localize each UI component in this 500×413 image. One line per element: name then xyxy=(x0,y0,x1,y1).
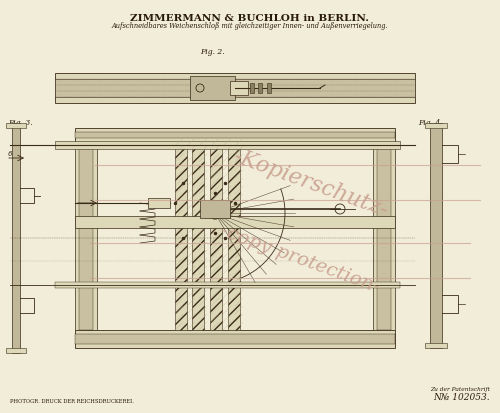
Text: Zu der Patentschrift: Zu der Patentschrift xyxy=(430,386,490,391)
Text: Fig. 4.: Fig. 4. xyxy=(418,119,442,127)
Bar xyxy=(190,77,235,101)
Bar xyxy=(175,144,187,330)
Text: ZIMMERMANN & BUCHLOH in BERLIN.: ZIMMERMANN & BUCHLOH in BERLIN. xyxy=(130,14,370,23)
Bar xyxy=(79,144,93,330)
Text: 6: 6 xyxy=(8,151,12,157)
Bar xyxy=(55,282,400,288)
Text: Aufschneidbares Weichenschloß mit gleichzeitiger Innen- und Außenverriegelung.: Aufschneidbares Weichenschloß mit gleich… xyxy=(112,22,388,30)
Bar xyxy=(210,144,222,330)
Bar xyxy=(430,124,442,348)
Text: Fig. 2.: Fig. 2. xyxy=(200,48,224,56)
Text: Fig. 3.: Fig. 3. xyxy=(8,119,32,127)
Bar xyxy=(228,144,240,330)
Bar xyxy=(12,124,20,353)
Bar xyxy=(75,330,395,348)
Bar xyxy=(425,124,447,129)
Bar xyxy=(75,129,395,144)
Bar xyxy=(230,82,248,96)
Bar xyxy=(55,74,415,104)
Bar xyxy=(425,343,447,348)
Text: -Kopierschutz-: -Kopierschutz- xyxy=(230,145,390,222)
Text: N№ 102053.: N№ 102053. xyxy=(434,392,490,401)
Bar xyxy=(75,144,97,330)
Text: -copy protection-: -copy protection- xyxy=(218,221,382,295)
Bar xyxy=(55,142,400,150)
Bar xyxy=(250,84,254,94)
Bar xyxy=(55,80,415,98)
Bar xyxy=(75,216,395,228)
Bar xyxy=(373,144,395,330)
Bar xyxy=(6,348,26,353)
Text: PHOTOGR. DRUCK DER REICHSDRUCKEREI.: PHOTOGR. DRUCK DER REICHSDRUCKEREI. xyxy=(10,398,134,403)
Bar xyxy=(192,144,204,330)
Bar xyxy=(258,84,262,94)
Bar xyxy=(75,133,395,139)
Bar xyxy=(75,334,395,344)
Bar xyxy=(377,144,391,330)
Bar xyxy=(267,84,271,94)
Circle shape xyxy=(213,211,217,216)
Bar xyxy=(200,201,230,218)
Bar xyxy=(148,199,170,209)
Bar xyxy=(6,124,26,129)
